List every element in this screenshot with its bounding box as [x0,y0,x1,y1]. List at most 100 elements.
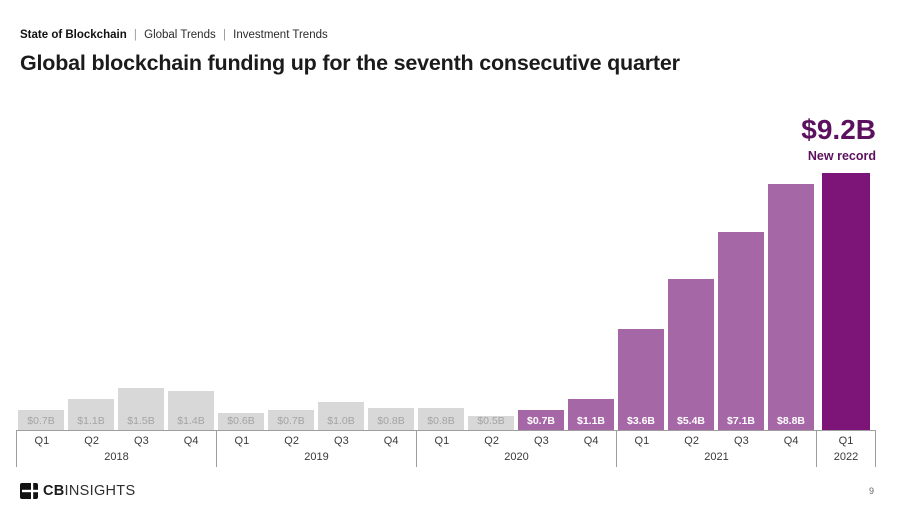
cbinsights-logo-icon [20,483,38,499]
bar-Q3-2019: $1.0B [318,402,364,430]
bar-value-label: $0.7B [277,415,305,427]
bar-value-label: $5.4B [676,415,706,427]
bar-value-label: $0.6B [227,415,255,427]
year-tick-label: 2018 [104,451,129,463]
bar-value-label: $0.5B [477,415,505,427]
bar-value-label: $7.1B [726,415,756,427]
bar-slot-Q4-2020: $1.1B [566,173,616,430]
bar-slot-Q1-2019: $0.6B [216,173,266,430]
bar-Q2-2020: $0.5B [468,415,514,430]
year-tick-label: 2019 [304,451,329,463]
bar-group-2019: $0.6B $0.7B $1.0B $0.8B [216,173,416,430]
bar-Q1-2021: $3.6B [618,329,664,430]
bar-Q3-2020: $0.7B [518,410,564,430]
bar-value-label: $1.5B [127,415,155,427]
breadcrumb-separator: | [222,29,226,41]
quarter-tick-label: Q3 [134,435,149,447]
quarter-tick-label: Q2 [84,435,99,447]
quarter-tick-label: Q2 [284,435,299,447]
quarterly-funding-bar-chart: $9.2B New record $0.7B $1.1B $1.5B $1.4B $0.… [16,116,876,467]
bar-slot-Q2-2020: $0.5B [466,173,516,430]
axis-group-2019: Q1 Q2 Q3 Q4 2019 [216,431,416,467]
breadcrumb-section: State of Blockchain [20,29,127,41]
bar-group-2021: $3.6B $5.4B $7.1B $8.8B [616,173,816,430]
chart-x-axis: Q1 Q2 Q3 Q4 2018 Q1 Q2 Q3 Q4 2019 Q1 Q2 Q3 Q4 2020 Q1 Q2… [16,430,876,467]
bar-value-label: $0.8B [377,415,405,427]
logo-cb: CB [43,483,65,499]
quarter-tick-label: Q3 [534,435,549,447]
bar-Q2-2021: $5.4B [668,279,714,430]
quarter-tick-label: Q4 [383,435,399,447]
bar-slot-Q4-2019: $0.8B [366,173,416,430]
bar-slot-Q3-2018: $1.5B [116,173,166,430]
bar-value-label: $0.7B [526,415,556,427]
bar-Q4-2020: $1.1B [568,399,614,430]
quarter-tick-label: Q4 [783,435,799,447]
bar-slot-Q1-2020: $0.8B [416,173,466,430]
quarter-tick-label: Q3 [334,435,349,447]
bar-value-label: $8.8B [776,415,806,427]
quarter-tick-label: Q1 [234,435,250,447]
bar-slot-Q4-2018: $1.4B [166,173,216,430]
quarter-tick-label: Q3 [734,435,749,447]
bar-slot-Q3-2019: $1.0B [316,173,366,430]
axis-group-2020: Q1 Q2 Q3 Q4 2020 [416,431,616,467]
bar-Q2-2019: $0.7B [268,410,314,430]
bar-value-label: $0.7B [27,415,55,427]
quarter-tick-label: Q1 [838,435,854,447]
breadcrumb: State of Blockchain | Global Trends | In… [20,29,328,41]
bar-Q1-2022 [822,173,870,430]
quarter-tick-label: Q1 [434,435,450,447]
bar-Q4-2019: $0.8B [368,408,414,430]
record-value: $9.2B [801,114,876,145]
bar-slot-Q1-2022 [816,173,876,430]
bar-slot-Q2-2018: $1.1B [66,173,116,430]
bar-Q1-2019: $0.6B [218,413,264,430]
quarter-tick-label: Q1 [634,435,650,447]
bar-slot-Q1-2021: $3.6B [616,173,666,430]
quarter-tick-label: Q2 [684,435,699,447]
bar-value-label: $0.8B [427,415,455,427]
bar-value-label: $1.4B [177,415,205,427]
bar-Q1-2020: $0.8B [418,408,464,430]
bar-slot-Q3-2020: $0.7B [516,173,566,430]
bar-slot-Q3-2021: $7.1B [716,173,766,430]
bar-group-2018: $0.7B $1.1B $1.5B $1.4B [16,173,216,430]
quarter-tick-label: Q1 [34,435,50,447]
cbinsights-logo-text: CBINSIGHTS [43,483,135,499]
bar-slot-Q1-2018: $0.7B [16,173,66,430]
quarter-tick-label: Q4 [183,435,199,447]
breadcrumb-item-investment-trends: Investment Trends [233,29,328,41]
bar-group-2020: $0.8B $0.5B $0.7B $1.1B [416,173,616,430]
quarter-tick-label: Q2 [484,435,499,447]
bar-slot-Q2-2021: $5.4B [666,173,716,430]
bar-Q4-2021: $8.8B [768,184,814,430]
bar-slot-Q2-2019: $0.7B [266,173,316,430]
chart-bars-area: $0.7B $1.1B $1.5B $1.4B $0.6B $0.7B $1.0B $0.8B… [16,173,876,430]
bar-Q3-2021: $7.1B [718,232,764,430]
page-title: Global blockchain funding up for the sev… [20,51,680,75]
bar-value-label: $3.6B [626,415,656,427]
bar-Q4-2018: $1.4B [168,391,214,430]
bar-value-label: $1.0B [327,415,355,427]
logo-insights: INSIGHTS [64,483,136,499]
record-annotation: $9.2B New record [801,114,876,164]
cbinsights-logo: CBINSIGHTS [20,483,135,499]
record-caption: New record [807,149,876,163]
page-number: 9 [868,486,874,496]
bar-value-label: $1.1B [77,415,105,427]
bar-Q1-2018: $0.7B [18,410,64,430]
year-tick-label: 2020 [504,451,529,463]
year-tick-label: 2021 [704,451,729,463]
bar-Q3-2018: $1.5B [118,388,164,430]
breadcrumb-item-global-trends: Global Trends [144,29,216,41]
year-tick-label: 2022 [833,451,859,463]
bar-group-2022 [816,173,876,430]
axis-group-2021: Q1 Q2 Q3 Q4 2021 [616,431,816,467]
bar-slot-Q4-2021: $8.8B [766,173,816,430]
bar-Q2-2018: $1.1B [68,399,114,430]
breadcrumb-separator: | [133,29,137,41]
axis-group-2022: Q1 2022 [816,431,876,467]
quarter-tick-label: Q4 [583,435,599,447]
bar-value-label: $1.1B [576,415,606,427]
